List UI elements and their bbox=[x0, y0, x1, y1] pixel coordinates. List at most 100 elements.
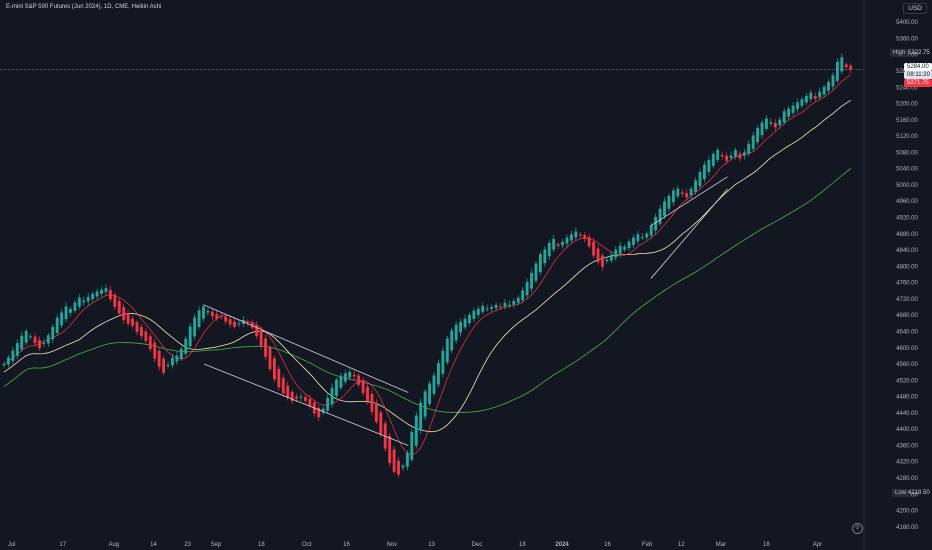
candle-body bbox=[166, 364, 170, 366]
x-tick-label: 18 bbox=[763, 542, 770, 548]
x-tick-label: Mar bbox=[716, 542, 726, 548]
candle-body bbox=[565, 237, 569, 244]
candle-body bbox=[224, 316, 228, 322]
candle-body bbox=[321, 408, 325, 413]
candle-body bbox=[649, 225, 653, 236]
candle-body bbox=[831, 75, 835, 87]
candle-body bbox=[499, 306, 502, 308]
y-tick-label: 5200.00 bbox=[896, 102, 918, 108]
x-tick-label: 14 bbox=[150, 542, 157, 548]
candle-body bbox=[153, 342, 157, 359]
candle-body bbox=[835, 61, 839, 81]
low-label: Low bbox=[892, 489, 910, 497]
candle-body bbox=[512, 300, 516, 305]
candle-body bbox=[157, 350, 161, 367]
candle-body bbox=[77, 297, 81, 307]
candle-body bbox=[401, 465, 405, 468]
x-tick-label: Oct bbox=[302, 542, 312, 548]
candle-body bbox=[804, 95, 808, 103]
ema-fast-line bbox=[3, 74, 851, 456]
candle-body bbox=[463, 318, 467, 328]
y-tick-label: 5360.00 bbox=[896, 36, 918, 42]
countdown-label: 08:11:20 bbox=[904, 71, 932, 79]
candle-body bbox=[286, 385, 290, 399]
price-axis bbox=[864, 0, 932, 550]
y-tick-label: 4800.00 bbox=[896, 264, 918, 270]
candle-body bbox=[844, 64, 848, 68]
y-tick-label: 5240.00 bbox=[896, 85, 918, 91]
candle-body bbox=[534, 263, 538, 281]
candle-body bbox=[335, 379, 338, 397]
candle-body bbox=[583, 234, 587, 239]
candle-body bbox=[689, 188, 693, 196]
candle-body bbox=[352, 374, 356, 377]
candle-body bbox=[255, 324, 259, 337]
candle-body bbox=[592, 241, 596, 256]
candle-body bbox=[552, 238, 556, 250]
candle-body bbox=[171, 357, 174, 366]
candle-body bbox=[139, 327, 143, 336]
candle-body bbox=[277, 368, 281, 388]
candle-body bbox=[272, 358, 276, 380]
candle-body bbox=[206, 311, 210, 313]
candle-body bbox=[397, 460, 400, 475]
candle-body bbox=[15, 343, 19, 356]
x-tick-label: 18 bbox=[258, 542, 265, 548]
candle-body bbox=[516, 297, 520, 303]
candle-body bbox=[791, 105, 795, 113]
candle-body bbox=[317, 407, 321, 418]
candle-body bbox=[734, 150, 737, 157]
ma-slow-line bbox=[3, 168, 851, 413]
candle-body bbox=[108, 290, 112, 300]
gear-icon[interactable]: ⚙ bbox=[852, 523, 863, 534]
trendline bbox=[650, 188, 728, 279]
candle-body bbox=[38, 339, 41, 349]
y-tick-label: 4280.00 bbox=[896, 476, 918, 482]
candle-body bbox=[148, 336, 152, 350]
candle-body bbox=[476, 308, 480, 315]
candle-body bbox=[738, 153, 742, 159]
candle-body bbox=[711, 153, 715, 166]
candle-body bbox=[24, 330, 28, 343]
candle-body bbox=[436, 363, 440, 385]
candle-body bbox=[210, 311, 214, 317]
y-tick-label: 4520.00 bbox=[896, 378, 918, 384]
y-tick-label: 5400.00 bbox=[896, 20, 918, 26]
high-value: 5322.75 bbox=[908, 50, 930, 56]
candle-body bbox=[29, 336, 33, 338]
candle-body bbox=[561, 241, 564, 246]
candle-body bbox=[507, 304, 511, 306]
x-tick-label: Sep bbox=[211, 542, 222, 548]
x-tick-label: 23 bbox=[184, 542, 191, 548]
chart-title: E-mini S&P 500 Futures (Jun 2024), 1D, C… bbox=[6, 4, 162, 10]
candle-body bbox=[162, 358, 166, 373]
candle-body bbox=[2, 363, 6, 366]
candle-body bbox=[623, 246, 627, 250]
candle-body bbox=[645, 233, 649, 238]
candle-body bbox=[472, 310, 476, 319]
candle-body bbox=[179, 348, 183, 359]
candle-body bbox=[618, 245, 622, 254]
currency-selector[interactable]: USD bbox=[903, 3, 927, 14]
candle-body bbox=[237, 323, 241, 325]
candle-body bbox=[193, 317, 197, 337]
candle-body bbox=[751, 135, 755, 149]
candle-body bbox=[122, 307, 126, 320]
y-tick-label: 4160.00 bbox=[896, 525, 918, 531]
candle-body bbox=[414, 415, 418, 446]
x-tick-label: Jul bbox=[8, 542, 16, 548]
candle-body bbox=[343, 373, 347, 382]
candle-body bbox=[494, 304, 498, 308]
candle-body bbox=[685, 193, 689, 198]
candle-body bbox=[809, 92, 813, 100]
candle-body bbox=[614, 249, 618, 258]
x-tick-label: 16 bbox=[343, 542, 350, 548]
candle-body bbox=[605, 259, 609, 262]
candle-body bbox=[609, 254, 613, 261]
candle-body bbox=[450, 330, 454, 351]
y-tick-label: 5040.00 bbox=[896, 167, 918, 173]
candle-body bbox=[135, 322, 139, 332]
x-tick-label: Apr bbox=[813, 542, 822, 548]
trendline bbox=[203, 304, 409, 393]
